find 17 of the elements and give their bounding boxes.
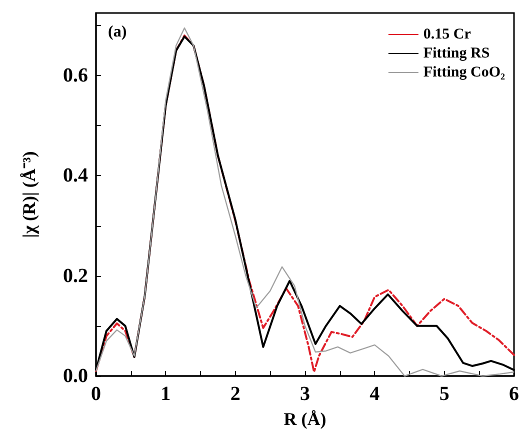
- x-tick-label: 2: [230, 383, 240, 405]
- x-tick-label: 5: [439, 383, 450, 405]
- y-tick-label: 0.0: [63, 365, 88, 387]
- legend-label: 0.15 Cr: [423, 26, 472, 42]
- x-tick-label: 6: [509, 383, 519, 405]
- x-axis-title: R (Å): [284, 409, 326, 429]
- legend-label: Fitting CoO₂: [423, 64, 506, 80]
- x-tick-label: 3: [300, 383, 310, 405]
- y-tick-label: 0.6: [63, 64, 88, 87]
- annotation: (a): [108, 24, 127, 40]
- y-axis-title: |χ (R)| (Å⁻³): [19, 151, 39, 238]
- x-tick-label: 1: [160, 383, 171, 405]
- legend-label: Fitting RS: [423, 46, 490, 62]
- x-tick-label: 0: [91, 383, 101, 405]
- x-tick-label: 4: [370, 383, 380, 405]
- y-tick-label: 0.2: [63, 264, 88, 287]
- y-tick-label: 0.4: [63, 164, 88, 187]
